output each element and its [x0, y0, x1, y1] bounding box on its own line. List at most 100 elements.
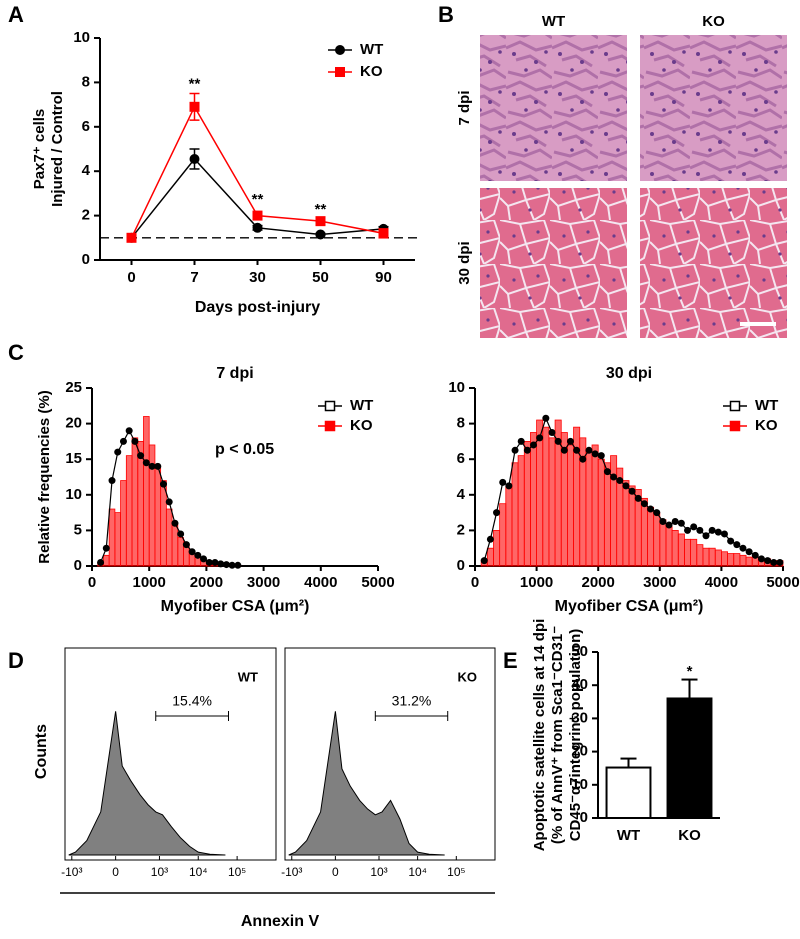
data-point — [745, 548, 753, 556]
bar — [733, 553, 741, 567]
y-tick-label: 6 — [82, 118, 90, 135]
bar — [727, 553, 735, 567]
x-tick-label: WT — [617, 827, 640, 844]
bar — [739, 554, 747, 567]
y-tick-label: 20 — [571, 743, 588, 760]
bar — [666, 697, 713, 819]
data-point — [154, 462, 162, 470]
legend-marker — [324, 420, 336, 432]
row-label: 30 dpi — [456, 241, 473, 284]
data-point — [659, 518, 667, 525]
data-point — [228, 561, 236, 569]
data-point — [137, 452, 145, 460]
x-tick-label: 0 — [112, 865, 119, 879]
chart-title: 7 dpi — [216, 365, 253, 382]
histology-image — [640, 188, 787, 338]
legend-label: WT — [350, 397, 373, 414]
x-tick-label: 0 — [332, 865, 339, 879]
data-point — [585, 446, 593, 454]
x-tick-label: 0 — [471, 574, 479, 591]
sample-label: WT — [238, 669, 258, 684]
column-label: KO — [702, 13, 725, 30]
data-point — [126, 232, 137, 243]
x-tick-label: 10⁴ — [408, 865, 427, 879]
legend-marker — [324, 400, 336, 412]
x-tick-label: 10³ — [370, 865, 387, 879]
y-tick-label: 0 — [74, 557, 82, 574]
data-point — [634, 494, 642, 502]
y-axis-label: Counts — [33, 724, 50, 779]
y-tick-label: 40 — [571, 676, 588, 693]
panel-label: A — [8, 2, 24, 27]
data-point — [603, 468, 611, 476]
data-point — [499, 478, 507, 486]
data-point — [205, 558, 213, 566]
y-tick-label: 25 — [65, 379, 82, 396]
data-point — [554, 437, 562, 445]
data-point — [119, 437, 127, 445]
bar — [137, 440, 144, 567]
annotation: ** — [315, 201, 327, 218]
data-point — [597, 452, 605, 460]
bar — [177, 537, 184, 567]
bar — [486, 547, 494, 567]
y-tick-label: 0 — [457, 557, 465, 574]
bar — [517, 455, 525, 567]
data-point — [640, 500, 648, 508]
data-point — [690, 523, 698, 531]
data-point — [217, 560, 225, 568]
bar — [114, 512, 121, 567]
x-tick-label: -10³ — [61, 865, 82, 879]
data-point — [234, 561, 242, 569]
y-tick-label: 2 — [457, 521, 465, 538]
data-point — [739, 544, 747, 552]
data-point — [252, 222, 263, 233]
bar — [493, 530, 501, 567]
data-point — [131, 437, 139, 445]
panel-label: C — [8, 340, 24, 365]
data-point — [97, 558, 105, 566]
bar — [171, 522, 179, 567]
y-tick-label: 5 — [74, 521, 82, 538]
y-tick-label: 30 — [571, 709, 588, 726]
bar — [567, 444, 574, 567]
chart-title: 30 dpi — [606, 365, 652, 382]
data-point — [315, 229, 326, 240]
y-axis-label: (% of AnnV⁺ from Sca1⁻CD31⁻ — [549, 626, 566, 844]
data-point — [188, 548, 196, 556]
y-tick-label: 4 — [82, 162, 91, 179]
bar — [103, 554, 110, 567]
bar — [721, 551, 728, 567]
data-point — [148, 462, 156, 470]
legend-label: WT — [755, 397, 778, 414]
data-point — [486, 535, 494, 543]
histology-image — [640, 35, 787, 181]
data-point — [560, 446, 568, 454]
bar — [591, 444, 599, 567]
bar — [542, 426, 550, 567]
panel-label: B — [438, 2, 454, 27]
data-point — [108, 477, 116, 485]
data-point — [511, 446, 519, 454]
y-tick-label: 8 — [82, 73, 90, 90]
data-point — [125, 427, 133, 435]
data-point — [142, 459, 150, 467]
bar — [671, 530, 679, 567]
y-tick-label: 15 — [65, 450, 82, 467]
x-tick-label: 3000 — [643, 574, 676, 591]
bar — [511, 462, 519, 567]
bar — [665, 526, 673, 567]
sample-label: KO — [458, 669, 478, 684]
data-point — [696, 526, 704, 534]
data-point — [751, 551, 759, 559]
bar — [530, 432, 538, 567]
x-tick-label: 90 — [375, 269, 392, 286]
panel-label: D — [8, 648, 24, 673]
y-axis-label: CD45⁻α7integrin⁺ population) — [567, 629, 584, 842]
legend-label: WT — [360, 41, 383, 58]
bar — [597, 458, 605, 567]
data-point — [548, 429, 556, 436]
bar — [653, 512, 661, 567]
y-tick-label: 10 — [65, 486, 82, 503]
